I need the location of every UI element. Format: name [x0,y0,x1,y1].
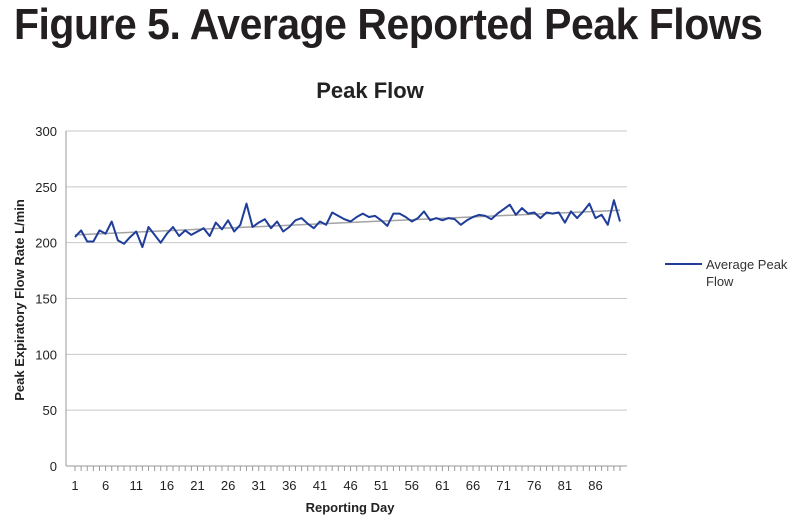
gridlines [66,130,627,411]
y-tick-label: 200 [35,236,57,251]
y-tick-label: 50 [43,403,57,418]
series-lines [74,199,621,249]
y-axis-label: Peak Expiratory Flow Rate L/min [12,199,27,401]
y-tick-label: 0 [50,459,57,474]
x-tick-labels: 1 6 11 16 21 26 31 36 41 46 51 56 61 66 71 76 81 86 [71,478,602,493]
x-tick-label: 86 [588,478,602,493]
x-tick-label: 6 [102,478,109,493]
x-tick-label: 21 [190,478,204,493]
chart-title: Peak Flow [316,78,424,103]
x-tick-label: 51 [374,478,388,493]
y-tick-label: 150 [35,292,57,307]
figure-heading: Figure 5. Average Reported Peak Flows [14,0,763,49]
x-tick-label: 56 [405,478,419,493]
x-tick-label: 36 [282,478,296,493]
x-tick-label: 31 [251,478,265,493]
x-axis-label: Reporting Day [306,500,396,515]
axes [65,131,627,471]
x-tick-label: 61 [435,478,449,493]
x-tick-label: 81 [558,478,572,493]
x-tick-label: 71 [496,478,510,493]
x-tick-label: 11 [129,478,143,493]
y-tick-labels: 0 50 100 150 200 250 300 [35,124,57,474]
x-tick-label: 66 [466,478,480,493]
y-tick-label: 100 [35,347,57,362]
legend: Average Peak Flow [665,257,791,289]
x-tick-label: 76 [527,478,541,493]
series-line-average-peak-flow [74,199,621,249]
x-tick-label: 1 [71,478,78,493]
trendline [74,209,621,236]
x-tick-label: 16 [160,478,174,493]
y-tick-label: 250 [35,180,57,195]
legend-label: Average Peak Flow [706,257,791,289]
x-tick-label: 26 [221,478,235,493]
y-tick-label: 300 [35,124,57,139]
x-tick-label: 41 [313,478,327,493]
x-tick-label: 46 [343,478,357,493]
